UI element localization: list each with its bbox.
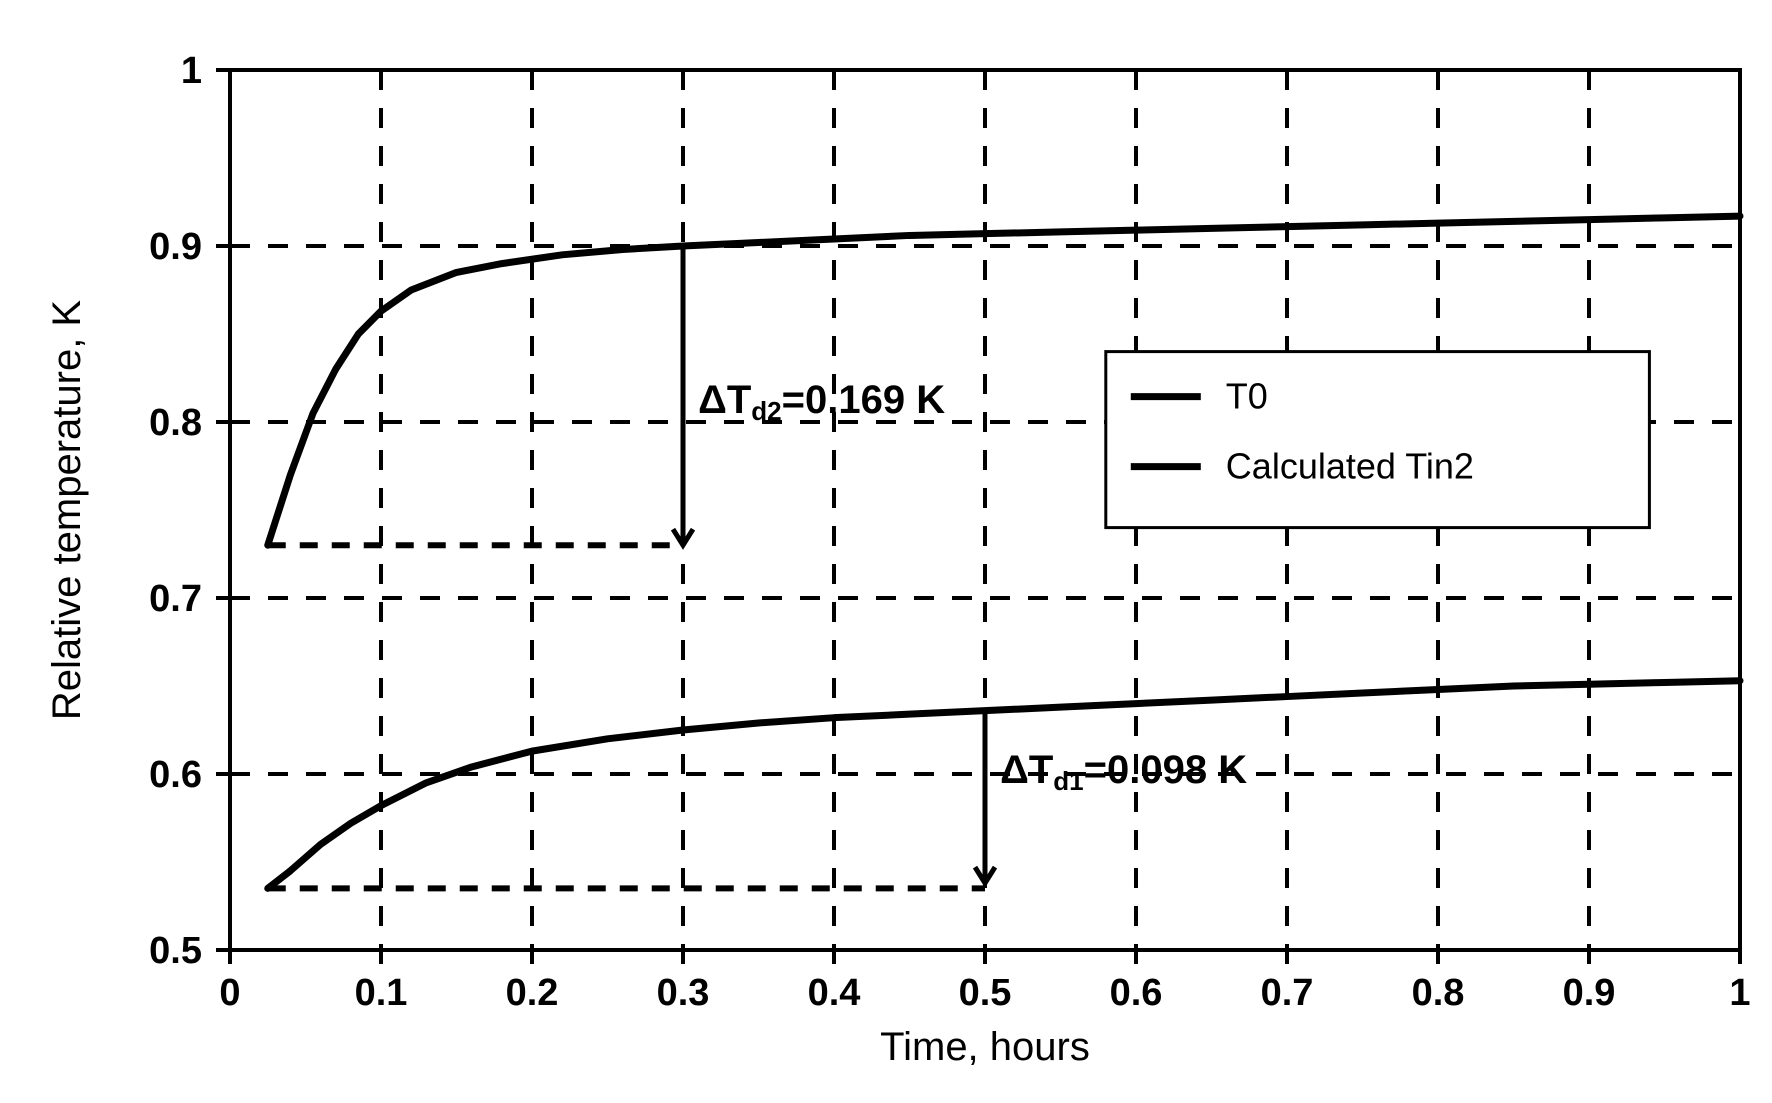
x-tick-label: 0 (219, 972, 240, 1014)
y-tick-label: 0.7 (149, 578, 202, 620)
x-tick-label: 0.6 (1110, 972, 1163, 1014)
delta-t-label: ΔTd1=0.098 K (1000, 748, 1247, 796)
x-tick-label: 0.3 (657, 972, 710, 1014)
y-axis-label: Relative temperature, K (45, 300, 89, 721)
x-tick-label: 0.5 (959, 972, 1012, 1014)
x-tick-label: 0.7 (1261, 972, 1314, 1014)
y-tick-label: 0.6 (149, 754, 202, 796)
legend-label: T0 (1226, 376, 1268, 417)
legend-label: Calculated Tin2 (1226, 446, 1474, 487)
y-tick-label: 0.5 (149, 930, 202, 972)
delta-t-label: ΔTd2=0.169 K (698, 378, 945, 426)
temperature-time-chart: 0 0.1 0.2 0.3 0.4 0.5 0.6 0.7 0.8 0.9 1 0.5 0.6 0.7 0.… (20, 20, 1772, 1083)
x-tick-label: 1 (1729, 972, 1750, 1014)
y-tick-label: 0.9 (149, 226, 202, 268)
legend-box (1106, 352, 1650, 528)
x-tick-label: 0.4 (808, 972, 861, 1014)
x-tick-label: 0.1 (355, 972, 408, 1014)
x-tick-label: 0.9 (1563, 972, 1616, 1014)
y-tick-label: 0.8 (149, 402, 202, 444)
y-tick-label: 1 (181, 50, 202, 92)
x-tick-label: 0.8 (1412, 972, 1465, 1014)
chart-svg: 0 0.1 0.2 0.3 0.4 0.5 0.6 0.7 0.8 0.9 1 0.5 0.6 0.7 0.… (20, 20, 1772, 1083)
x-tick-label: 0.2 (506, 972, 559, 1014)
x-axis-label: Time, hours (880, 1025, 1090, 1069)
